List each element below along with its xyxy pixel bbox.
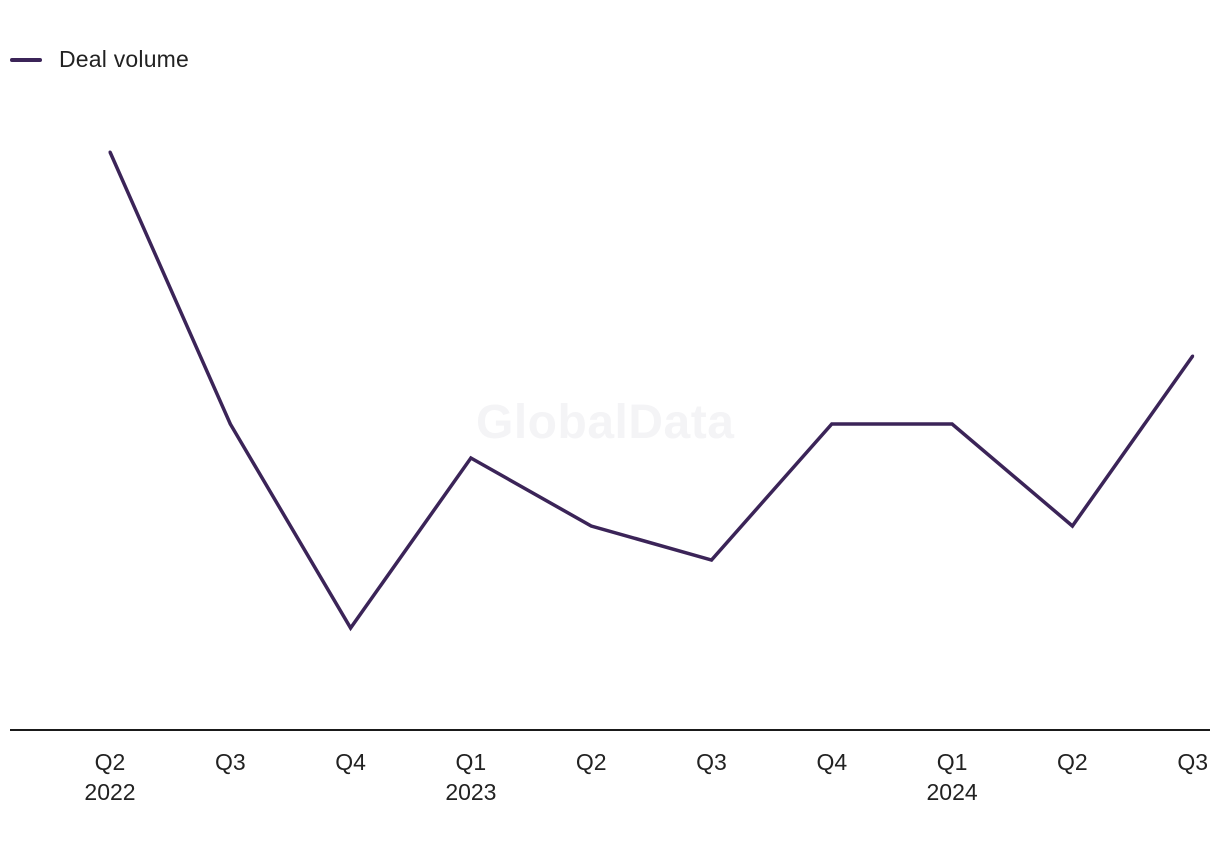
x-tick-label: Q4 — [816, 749, 847, 775]
data-point — [108, 150, 112, 154]
x-tick-label: Q3 — [215, 749, 246, 775]
x-year-label: 2024 — [927, 779, 978, 805]
watermark: GlobalData — [476, 396, 735, 449]
x-tick-label: Q1 — [456, 749, 487, 775]
data-point — [228, 422, 232, 426]
data-point — [349, 626, 353, 630]
x-tick-label: Q3 — [696, 749, 727, 775]
data-point — [1070, 524, 1074, 528]
legend: Deal volume — [10, 46, 189, 73]
data-point — [469, 456, 473, 460]
x-tick-label: Q2 — [576, 749, 607, 775]
series-line-deal-volume — [108, 151, 1195, 632]
x-tick-label: Q2 — [95, 749, 126, 775]
x-tick-label: Q3 — [1177, 749, 1208, 775]
x-tick-label: Q4 — [335, 749, 366, 775]
data-point — [950, 422, 954, 426]
legend-swatch — [10, 57, 42, 62]
x-tick-label: Q1 — [937, 749, 968, 775]
x-year-label: 2022 — [84, 779, 135, 805]
data-point — [710, 558, 713, 562]
legend-label: Deal volume — [59, 46, 190, 72]
data-point — [1191, 354, 1195, 358]
data-point — [830, 422, 834, 426]
data-point — [589, 524, 593, 528]
x-tick-label: Q2 — [1057, 749, 1088, 775]
x-year-label: 2023 — [445, 779, 496, 805]
